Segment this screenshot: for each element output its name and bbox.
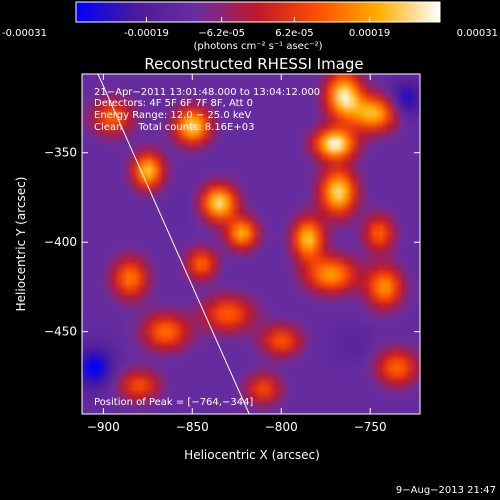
annotation-detectors: Detectors: 4F 5F 6F 7F 8F, Att 0 <box>94 98 253 109</box>
y-tick-label: −350 <box>44 146 77 160</box>
colorbar-frame <box>75 1 441 23</box>
colorbar-bar <box>76 2 440 22</box>
colorbar-tick-label: 0.00019 <box>349 28 390 39</box>
y-axis-ticks: −350 −400 −450 <box>44 146 420 339</box>
x-tick-label: −750 <box>354 420 387 434</box>
x-tick-label: −900 <box>87 420 120 434</box>
colorbar-tick-label: -0.00031 <box>2 28 47 39</box>
colorbar-tick-label: 6.2e-05 <box>275 28 313 39</box>
annotations: 21−Apr−2011 13:01:48.000 to 13:04:12.000… <box>94 87 320 408</box>
colorbar-ticks: -0.00031 -0.00019 −6.2e-05 6.2e-05 0.00019 0.… <box>2 17 498 39</box>
colorbar: -0.00031 -0.00019 −6.2e-05 6.2e-05 0.00019 0.… <box>2 1 498 52</box>
colorbar-tick-label: -0.00019 <box>124 28 169 39</box>
x-tick-label: −850 <box>176 420 209 434</box>
annotation-time: 21−Apr−2011 13:01:48.000 to 13:04:12.000 <box>94 87 320 98</box>
x-axis-label: Heliocentric X (arcsec) <box>184 448 320 462</box>
colorbar-tick-label: 0.00031 <box>457 28 498 39</box>
chart-title: Reconstructed RHESSI Image <box>144 55 363 73</box>
y-tick-label: −450 <box>44 325 77 339</box>
y-axis-label: Heliocentric Y (arcsec) <box>14 177 28 312</box>
annotation-clean: Clean Total counts: 8.16E+03 <box>94 122 254 133</box>
x-axis-ticks: −900 −850 −800 −750 <box>87 74 387 434</box>
solar-limb-line <box>97 74 250 414</box>
colorbar-unit-label: (photons cm⁻² s⁻¹ asec⁻²) <box>193 41 322 52</box>
heatmap-image <box>82 74 420 414</box>
annotation-peak: Position of Peak = [−764,−344] <box>94 397 253 408</box>
plot-frame <box>81 73 421 415</box>
x-tick-label: −800 <box>265 420 298 434</box>
plot-area: −900 −850 −800 −750 −350 −400 −450 <box>44 73 421 434</box>
annotation-energy: Energy Range: 12.0 − 25.0 keV <box>94 110 251 121</box>
y-tick-label: −400 <box>44 235 77 249</box>
colorbar-tick-label: −6.2e-05 <box>198 28 245 39</box>
footer-timestamp: 9−Aug−2013 21:47 <box>396 485 496 496</box>
